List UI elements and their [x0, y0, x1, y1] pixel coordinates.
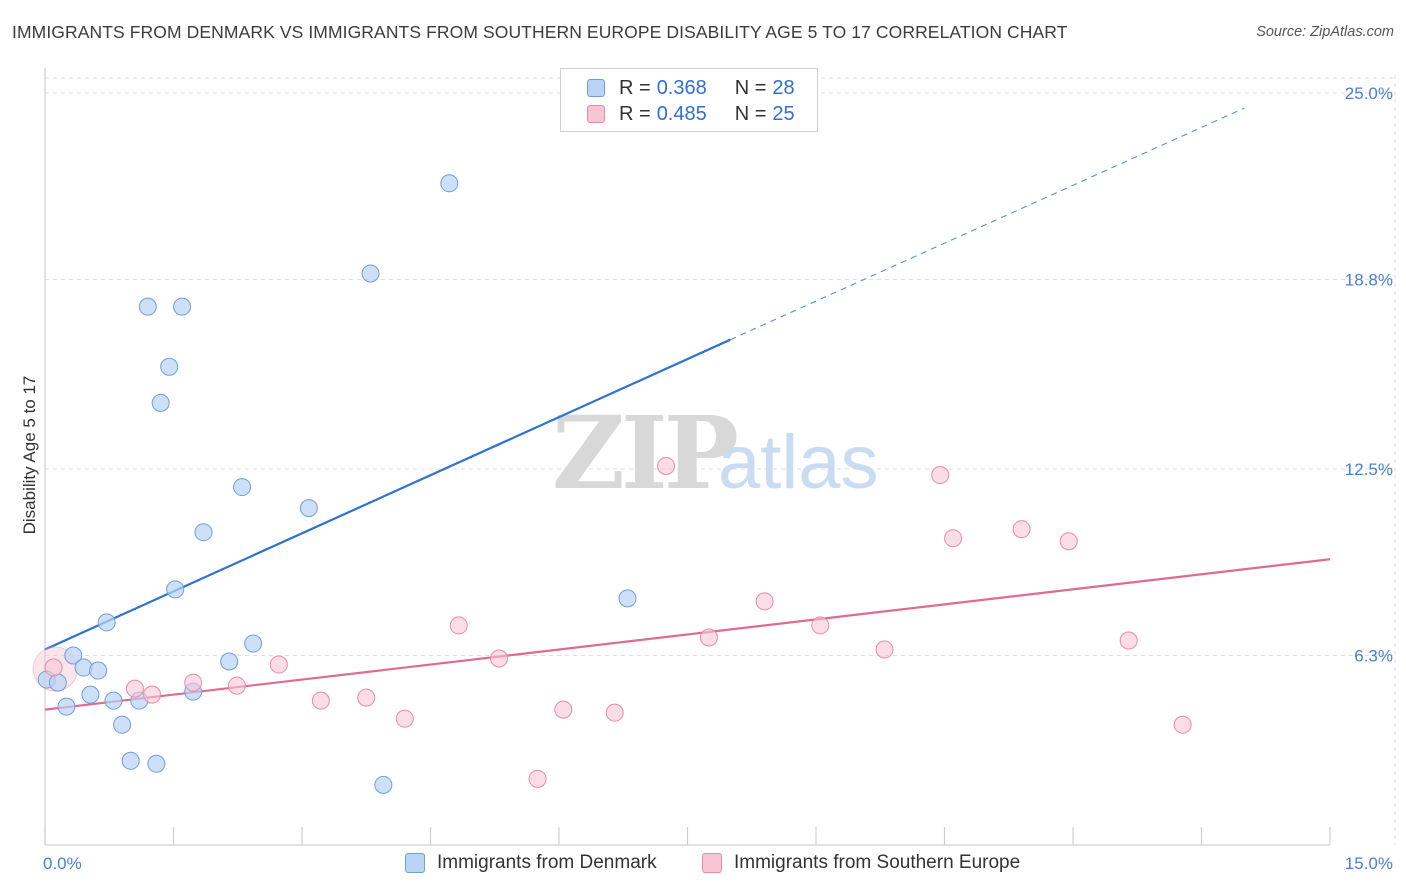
- axes: [44, 68, 1331, 846]
- point-denmark: [113, 715, 132, 734]
- point-southern-europe: [875, 640, 894, 659]
- legend-row-southern-europe: R = 0.485 N = 25: [587, 102, 795, 126]
- point-denmark: [104, 691, 123, 710]
- point-denmark: [361, 264, 380, 283]
- legend-item-southern-europe[interactable]: Immigrants from Southern Europe: [702, 852, 1020, 874]
- legend-r-value: 0.368: [656, 76, 707, 99]
- point-southern-europe: [490, 649, 509, 668]
- point-southern-europe: [811, 616, 830, 635]
- data-points: [32, 174, 1192, 794]
- point-denmark: [97, 613, 116, 632]
- source-label: Source: ZipAtlas.com: [1256, 24, 1394, 40]
- legend-item-denmark[interactable]: Immigrants from Denmark: [405, 852, 657, 874]
- y-tick-label: 25.0%: [1345, 84, 1393, 103]
- point-southern-europe: [125, 679, 144, 698]
- point-southern-europe: [227, 676, 246, 695]
- x-tick-labels: 0.0% 15.0%: [43, 854, 1393, 873]
- point-denmark: [233, 478, 252, 497]
- legend-swatch-blue: [587, 79, 605, 97]
- y-tick-label: 6.3%: [1354, 647, 1393, 666]
- x-tick-label: 15.0%: [1345, 854, 1393, 873]
- legend-swatch-pink: [702, 853, 722, 873]
- point-southern-europe: [1173, 715, 1192, 734]
- point-denmark: [440, 174, 459, 193]
- point-denmark: [74, 658, 93, 677]
- point-southern-europe: [395, 709, 414, 728]
- point-southern-europe: [1059, 532, 1078, 551]
- point-denmark: [374, 775, 393, 794]
- legend-n-label: N =: [734, 76, 767, 99]
- legend-r-label: R =: [619, 102, 651, 125]
- watermark-zip: ZIP: [552, 394, 737, 512]
- point-denmark: [48, 673, 67, 692]
- y-tick-label: 18.8%: [1345, 271, 1393, 290]
- legend-r-label: R =: [619, 76, 651, 99]
- point-southern-europe: [755, 592, 774, 611]
- point-denmark: [81, 685, 100, 704]
- point-denmark: [138, 297, 157, 316]
- trend-line-denmark: [44, 338, 731, 651]
- legend-label-denmark: Immigrants from Denmark: [437, 852, 657, 873]
- point-denmark: [244, 634, 263, 653]
- point-southern-europe: [269, 655, 288, 674]
- point-denmark: [147, 754, 166, 773]
- point-denmark: [173, 297, 192, 316]
- point-denmark: [618, 589, 637, 608]
- point-southern-europe: [357, 688, 376, 707]
- legend-row-denmark: R = 0.368 N = 28: [587, 76, 795, 100]
- watermark: ZIP atlas: [552, 394, 879, 512]
- point-southern-europe: [528, 769, 547, 788]
- y-tick-labels: 6.3% 12.5% 18.8% 25.0%: [1345, 84, 1393, 665]
- point-denmark: [160, 357, 179, 376]
- series-legend: Immigrants from Denmark Immigrants from …: [0, 852, 1406, 878]
- x-tick-label: 0.0%: [43, 854, 82, 873]
- point-denmark: [166, 580, 185, 599]
- point-southern-europe: [311, 691, 330, 710]
- point-southern-europe: [554, 700, 573, 719]
- point-southern-europe: [699, 628, 718, 647]
- point-denmark: [89, 661, 108, 680]
- chart-title: IMMIGRANTS FROM DENMARK VS IMMIGRANTS FR…: [12, 22, 1068, 42]
- point-denmark: [220, 652, 239, 671]
- point-denmark: [194, 523, 213, 542]
- correlation-legend: R = 0.368 N = 28 R = 0.485 N = 25: [560, 68, 818, 132]
- point-denmark: [57, 697, 76, 716]
- point-denmark: [64, 646, 83, 665]
- legend-label-southern-europe: Immigrants from Southern Europe: [734, 852, 1021, 873]
- point-southern-europe: [1012, 520, 1031, 539]
- point-southern-europe: [931, 466, 950, 485]
- point-southern-europe: [657, 457, 676, 476]
- y-tick-label: 12.5%: [1345, 460, 1393, 479]
- point-southern-europe: [143, 685, 162, 704]
- legend-n-value: 28: [772, 76, 795, 99]
- point-southern-europe: [944, 529, 963, 548]
- point-denmark: [299, 499, 318, 518]
- point-denmark: [151, 393, 170, 412]
- point-southern-europe: [44, 658, 63, 677]
- trend-line-denmark-extension: [730, 107, 1245, 341]
- legend-swatch-blue: [405, 853, 425, 873]
- legend-swatch-pink: [587, 105, 605, 123]
- trend-lines: [44, 107, 1331, 711]
- watermark-atlas: atlas: [718, 420, 879, 505]
- point-southern-europe: [605, 703, 624, 722]
- y-axis-label: Disability Age 5 to 17: [20, 376, 39, 535]
- point-southern-europe: [184, 673, 203, 692]
- legend-n-label: N =: [734, 102, 767, 125]
- legend-n-value: 25: [772, 102, 795, 125]
- trend-line-southern-europe: [44, 558, 1331, 711]
- legend-r-value: 0.485: [656, 102, 707, 125]
- point-southern-europe: [1119, 631, 1138, 650]
- point-southern-europe: [449, 616, 468, 635]
- point-denmark: [121, 751, 140, 770]
